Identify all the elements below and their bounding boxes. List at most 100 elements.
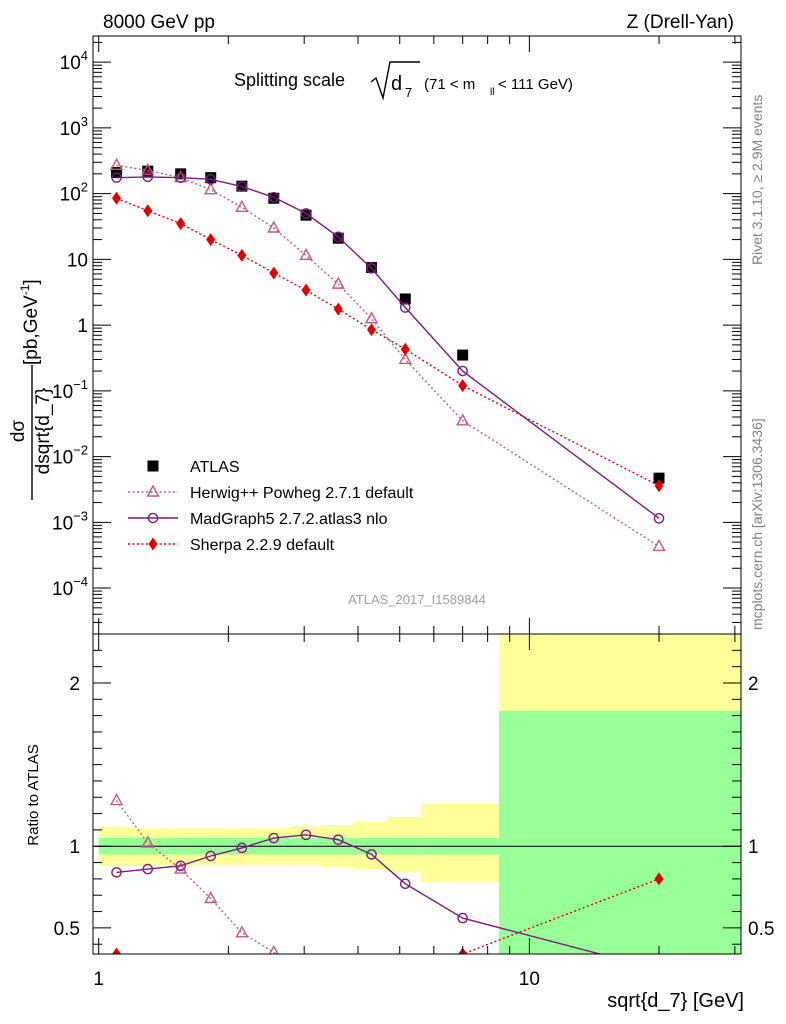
- legend-entry: MadGraph5 2.7.2.atlas3 nlo: [128, 511, 388, 528]
- herwig-powheg-2-7-1-default-ratio-point: [235, 925, 249, 938]
- ratio-uncertainty-bands: [98, 634, 741, 954]
- ylabel-denominator: dsqrt{d_7}: [33, 388, 54, 475]
- madgraph5-2-7-2-atlas3-nlo-main-point: [142, 171, 154, 183]
- y-tick-label-ratio-left: 1: [69, 837, 80, 858]
- madgraph5-2-7-2-atlas3-nlo-main-point: [399, 302, 411, 313]
- sherpa-2-2-9-default-main-point: [237, 248, 247, 262]
- sherpa-2-2-9-default-main-point: [333, 302, 343, 316]
- analysis-watermark: ATLAS_2017_I1589844: [348, 592, 486, 607]
- y-tick-label-main: 10−4: [52, 574, 88, 600]
- sherpa-2-2-9-default-ratio-point: [334, 990, 343, 1003]
- legend-label: Herwig++ Powheg 2.7.1 default: [190, 485, 414, 502]
- herwig-powheg-2-7-1-default-ratio-point: [301, 964, 312, 974]
- herwig-powheg-2-7-1-default-main-point: [109, 157, 124, 170]
- herwig-powheg-2-7-1-default-main-point: [652, 538, 666, 552]
- y-tick-label-main: 10: [67, 250, 88, 271]
- sherpa-2-2-9-default-main-line: [116, 197, 660, 487]
- legend: ATLAS Herwig++ Powheg 2.7.1 default MadGra…: [128, 459, 414, 554]
- y-tick-label-main: 10−3: [52, 508, 88, 534]
- madgraph5-2-7-2-atlas3-nlo-main-line: [116, 176, 660, 519]
- atlas-main-point: [332, 232, 344, 244]
- herwig-powheg-2-7-1-default-ratio-point: [366, 976, 377, 986]
- legend-label: Sherpa 2.2.9 default: [190, 537, 335, 554]
- sherpa-2-2-9-default-main-point: [400, 342, 410, 356]
- atlas-main-point: [175, 168, 187, 180]
- header-right: Z (Drell-Yan): [627, 12, 734, 33]
- madgraph5-2-7-2-atlas3-nlo-ratio-point: [111, 867, 122, 878]
- legend-label: MadGraph5 2.7.2.atlas3 nlo: [190, 511, 388, 528]
- legend-marker: [147, 512, 159, 524]
- herwig-powheg-2-7-1-default-main-point: [267, 220, 281, 233]
- atlas-main-point: [268, 192, 280, 204]
- madgraph5-2-7-2-atlas3-nlo-ratio-point: [236, 842, 248, 854]
- herwig-powheg-2-7-1-default-ratio-point: [400, 984, 411, 994]
- sherpa-2-2-9-default-main-point: [458, 379, 468, 393]
- madgraph5-2-7-2-atlas3-nlo-ratio-point: [300, 829, 312, 841]
- legend-marker: [148, 537, 158, 551]
- madgraph5-2-7-2-atlas3-nlo-main-point: [300, 208, 312, 219]
- title-range-sub: ll: [490, 87, 494, 98]
- y-axis-label-main: dσ dsqrt{d_7} [pb,GeV-1]: [8, 279, 54, 500]
- y-tick-label-main: 103: [60, 114, 88, 140]
- sherpa-2-2-9-default-main-point: [112, 191, 122, 205]
- madgraph5-2-7-2-atlas3-nlo-main-point: [653, 513, 665, 524]
- madgraph5-2-7-2-atlas3-nlo-ratio-point: [366, 849, 377, 860]
- sherpa-2-2-9-default-main-point: [654, 479, 664, 493]
- herwig-powheg-2-7-1-default-main-point: [331, 276, 345, 289]
- main-panel-series: [109, 157, 666, 552]
- rivet-label: Rivet 3.1.10, ≥ 2.9M events: [749, 95, 765, 265]
- y-tick-label-main: 104: [60, 48, 88, 74]
- title-symbol: d: [391, 73, 402, 95]
- madgraph5-2-7-2-atlas3-nlo-main-point: [175, 172, 186, 183]
- herwig-powheg-2-7-1-default-main-point: [364, 311, 379, 324]
- sqrt-sign: [370, 61, 420, 101]
- y-tick-label-main: 10−2: [52, 443, 88, 469]
- sherpa-2-2-9-default-ratio-point: [269, 992, 278, 1005]
- sherpa-2-2-9-default-ratio-point: [176, 974, 185, 987]
- madgraph5-2-7-2-atlas3-nlo-ratio-point: [268, 832, 280, 844]
- sherpa-2-2-9-default-ratio-point: [143, 962, 152, 975]
- madgraph5-2-7-2-atlas3-nlo-main-point: [205, 174, 217, 185]
- sherpa-2-2-9-default-main-point: [269, 266, 279, 280]
- legend-entry: Sherpa 2.2.9 default: [128, 537, 335, 554]
- legend-entry: ATLAS: [147, 459, 240, 476]
- legend-entry: Herwig++ Powheg 2.7.1 default: [128, 484, 414, 502]
- legend-marker: [146, 484, 160, 497]
- sherpa-2-2-9-default-ratio-point: [302, 992, 311, 1005]
- y-tick-label-main: 10−1: [52, 377, 88, 403]
- madgraph5-2-7-2-atlas3-nlo-ratio-point: [332, 834, 344, 846]
- sherpa-2-2-9-default-ratio-point: [367, 985, 376, 998]
- herwig-powheg-2-7-1-default-ratio-point: [173, 861, 188, 874]
- sherpa-2-2-9-default-main-point: [143, 204, 153, 218]
- y-tick-label-ratio-left: 0.5: [54, 919, 80, 940]
- sherpa-2-2-9-default-ratio-point: [112, 947, 122, 954]
- madgraph5-2-7-2-atlas3-nlo-ratio-point: [457, 912, 468, 924]
- header-left: 8000 GeV pp: [103, 12, 215, 33]
- herwig-powheg-2-7-1-default-main-point: [141, 163, 155, 176]
- y-tick-label-ratio-right: 1: [748, 837, 759, 858]
- y-tick-label-ratio-right: 0.5: [748, 919, 774, 940]
- y-tick-label-ratio-left: 2: [69, 674, 80, 695]
- y-axis-label-ratio: Ratio to ATLAS: [25, 744, 42, 845]
- title-range-post: < 111 GeV): [498, 76, 573, 93]
- ylabel-unit-post: ]: [21, 279, 42, 284]
- sherpa-2-2-9-default-main-point: [206, 233, 216, 247]
- title-symbol-sub: 7: [405, 85, 412, 100]
- herwig-powheg-2-7-1-default-main-point: [398, 352, 412, 365]
- x-axis-label: sqrt{d_7} [GeV]: [607, 990, 744, 1012]
- madgraph5-2-7-2-atlas3-nlo-main-point: [366, 263, 377, 274]
- atlas-main-point: [300, 209, 312, 221]
- sherpa-2-2-9-default-ratio-point: [654, 872, 664, 886]
- ratio-band-inner-bin: [498, 710, 741, 954]
- herwig-powheg-2-7-1-default-main-point: [204, 182, 218, 195]
- sherpa-2-2-9-default-main-point: [176, 217, 186, 231]
- ylabel-unit-sup: -1: [18, 284, 32, 295]
- herwig-powheg-2-7-1-default-ratio-point: [333, 971, 344, 981]
- herwig-powheg-2-7-1-default-ratio-point: [457, 987, 468, 997]
- sherpa-2-2-9-default-ratio-point: [206, 985, 215, 998]
- madgraph5-2-7-2-atlas3-nlo-ratio-point: [205, 850, 217, 862]
- ylabel-numerator: dσ: [8, 420, 29, 443]
- atlas-main-point: [205, 172, 217, 184]
